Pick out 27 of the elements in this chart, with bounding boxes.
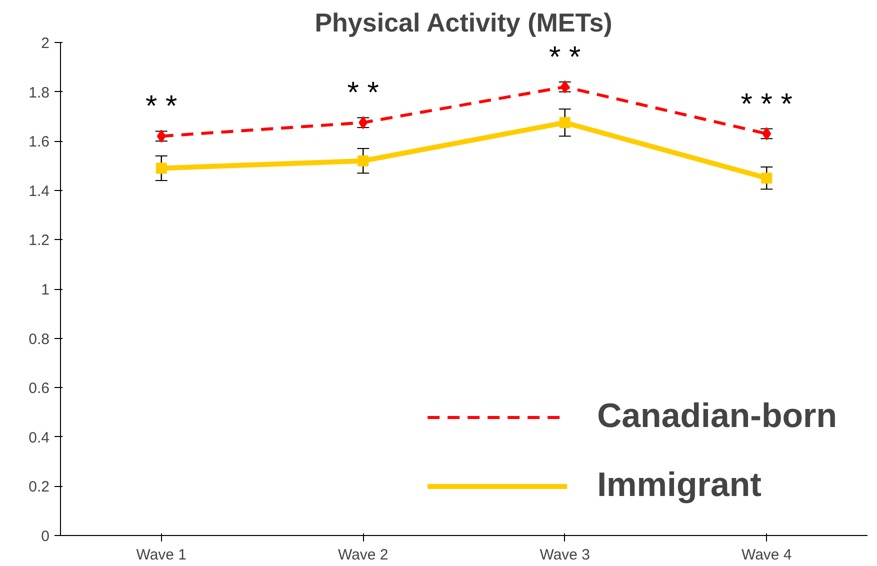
point (559, 117, 570, 128)
y-tick-label: 1.4 (28, 182, 50, 200)
y-tick-label: 0 (41, 528, 50, 545)
legend-label: Canadian-born (597, 397, 837, 436)
x-tick-label: Wave 2 (338, 546, 388, 564)
y-tick-label: 1.6 (28, 134, 50, 151)
x-tick-label: Wave 1 (136, 546, 187, 564)
annotation: * * (549, 40, 582, 74)
point (761, 172, 772, 184)
annotation: * * (347, 76, 380, 110)
point (358, 155, 369, 166)
y-tick-label: 2 (41, 35, 50, 52)
point (156, 162, 167, 174)
chart-title: Physical Activity (METs) (314, 8, 612, 38)
annotation: * * * (740, 88, 793, 121)
point (156, 130, 166, 143)
y-tick-label: 1.8 (28, 84, 50, 102)
y-tick-label: 1 (41, 282, 50, 298)
y-tick-label: 0.2 (28, 478, 50, 496)
y-tick-label: 1.2 (28, 232, 50, 250)
annotation: * * (146, 90, 178, 124)
y-tick-label: 0.8 (28, 330, 50, 348)
x-tick-label: Wave 4 (741, 546, 792, 564)
y-tick-label: 0.4 (28, 429, 50, 446)
x-tick-label: Wave 3 (540, 546, 590, 564)
legend-label: Immigrant (597, 466, 762, 505)
y-tick-label: 0.6 (28, 380, 50, 398)
